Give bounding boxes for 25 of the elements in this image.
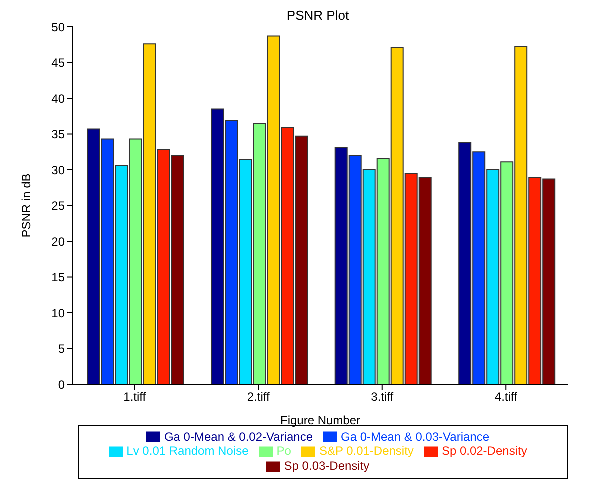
legend-label: Ga 0-Mean & 0.03-Variance	[341, 430, 490, 444]
y-tick-label: 20	[52, 234, 66, 249]
legend-label: Sp 0.03-Density	[284, 459, 370, 474]
y-tick-label: 5	[58, 342, 66, 356]
legend-label: Lv 0.01 Random Noise	[126, 444, 249, 458]
y-tick-label: 10	[52, 306, 66, 320]
y-tick-label: 30	[52, 163, 66, 178]
x-tick-label: 1.tiff	[124, 390, 147, 404]
x-axis-title: Figure Number	[280, 414, 361, 428]
legend-label: Sp 0.02-Density	[442, 444, 528, 458]
legend-label: Po	[276, 444, 292, 458]
x-tick-label: 3.tiff	[371, 390, 394, 404]
chart-title: PSNR Plot	[286, 8, 350, 23]
y-tick-label: 0	[58, 378, 66, 392]
y-tick-label: 45	[52, 56, 66, 70]
legend-label: S&P 0.01-Density	[319, 444, 414, 458]
y-tick-label: 15	[52, 270, 66, 285]
y-tick-label: 35	[52, 128, 66, 142]
y-tick-label: 50	[52, 20, 66, 34]
y-tick-label: 25	[52, 199, 66, 214]
legend-label: Ga 0-Mean & 0.02-Variance	[164, 430, 313, 444]
y-tick-label: 40	[52, 92, 66, 106]
x-tick-label: 2.tiff	[247, 390, 271, 404]
y-axis-title: PSNR in dB	[19, 174, 34, 238]
x-tick-label: 4.tiff	[494, 390, 518, 404]
